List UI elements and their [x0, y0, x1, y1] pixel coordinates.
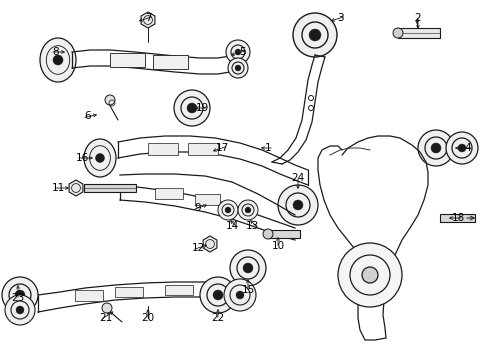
Circle shape: [105, 95, 115, 105]
Text: 17: 17: [215, 143, 228, 153]
Bar: [155, 188, 183, 199]
Text: 24: 24: [291, 173, 304, 183]
Circle shape: [238, 200, 258, 220]
Text: 22: 22: [211, 313, 224, 323]
Circle shape: [292, 200, 303, 210]
Text: 7: 7: [144, 13, 151, 23]
Circle shape: [95, 153, 104, 162]
Text: 21: 21: [99, 313, 112, 323]
Circle shape: [53, 55, 63, 65]
Text: 19: 19: [195, 103, 208, 113]
Bar: [195, 194, 220, 205]
Bar: [204, 285, 232, 295]
Circle shape: [213, 290, 223, 300]
Circle shape: [200, 277, 236, 313]
Circle shape: [263, 229, 272, 239]
Circle shape: [337, 243, 401, 307]
Text: 14: 14: [225, 221, 238, 231]
Polygon shape: [141, 12, 155, 28]
Circle shape: [243, 263, 252, 273]
Text: 15: 15: [241, 285, 254, 295]
Bar: [439, 214, 474, 222]
Circle shape: [174, 90, 209, 126]
Circle shape: [417, 130, 453, 166]
Circle shape: [235, 65, 241, 71]
Circle shape: [392, 28, 402, 38]
Circle shape: [308, 95, 313, 100]
Circle shape: [5, 295, 35, 325]
Bar: [110, 53, 145, 67]
Circle shape: [457, 144, 465, 152]
Ellipse shape: [84, 139, 116, 177]
Circle shape: [244, 207, 250, 213]
Text: 4: 4: [464, 143, 470, 153]
Text: 11: 11: [51, 183, 64, 193]
Circle shape: [430, 143, 440, 153]
Text: 1: 1: [264, 143, 271, 153]
Text: 23: 23: [11, 293, 24, 303]
Circle shape: [278, 185, 317, 225]
Circle shape: [16, 306, 24, 314]
Circle shape: [227, 58, 247, 78]
Text: 2: 2: [414, 13, 421, 23]
Bar: [164, 285, 193, 295]
Bar: [84, 184, 136, 192]
Polygon shape: [69, 180, 83, 196]
Circle shape: [292, 13, 336, 57]
Text: 9: 9: [194, 203, 201, 213]
Circle shape: [229, 250, 265, 286]
Text: 5: 5: [238, 47, 245, 57]
Polygon shape: [203, 236, 217, 252]
Text: 6: 6: [84, 111, 91, 121]
Text: 10: 10: [271, 241, 284, 251]
Text: 12: 12: [191, 243, 204, 253]
Text: 8: 8: [53, 47, 59, 57]
Circle shape: [236, 291, 244, 299]
Bar: [397, 28, 439, 38]
Bar: [187, 143, 218, 155]
Text: 16: 16: [75, 153, 88, 163]
Circle shape: [186, 103, 197, 113]
Ellipse shape: [40, 38, 76, 82]
Text: 18: 18: [450, 213, 464, 223]
Circle shape: [445, 132, 477, 164]
Circle shape: [235, 49, 241, 55]
Text: 20: 20: [141, 313, 154, 323]
Bar: [267, 230, 299, 238]
Circle shape: [102, 303, 112, 313]
Circle shape: [224, 207, 230, 213]
Circle shape: [361, 267, 377, 283]
Circle shape: [218, 200, 238, 220]
Text: 3: 3: [336, 13, 343, 23]
Circle shape: [2, 277, 38, 313]
Bar: [153, 55, 187, 69]
Circle shape: [225, 40, 249, 64]
Circle shape: [224, 279, 256, 311]
Circle shape: [308, 29, 320, 41]
Bar: [115, 287, 142, 297]
Bar: [75, 290, 103, 301]
Bar: [148, 143, 178, 155]
Circle shape: [308, 105, 313, 111]
Circle shape: [15, 290, 25, 300]
Text: 13: 13: [245, 221, 258, 231]
